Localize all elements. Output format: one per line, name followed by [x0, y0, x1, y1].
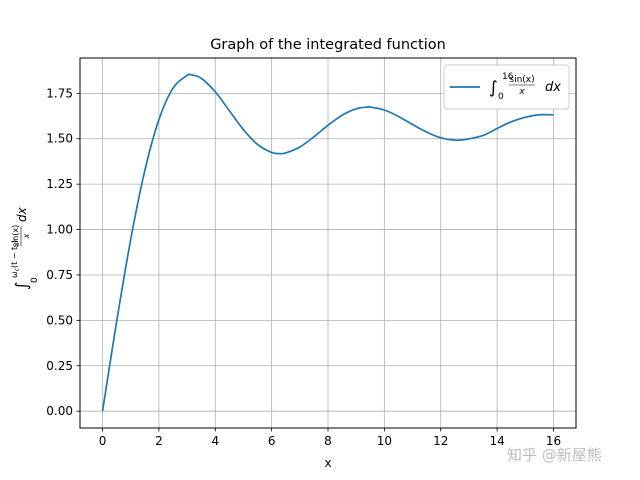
- x-tick-label: 0: [99, 434, 107, 448]
- svg-text:sin(x): sin(x): [11, 225, 20, 247]
- svg-text:dx: dx: [545, 80, 561, 95]
- series-line: [101, 73, 554, 412]
- y-tick-label: 0.75: [46, 268, 73, 282]
- plot-frame: [79, 57, 577, 429]
- ticks: 0 2 4 6 8 10 12 14 16 0.00 0.25 0.50 0.75 1.00 1.25 1.5…: [46, 86, 561, 448]
- x-axis-label: x: [324, 456, 331, 470]
- svg-text:0: 0: [498, 92, 504, 102]
- grid: [80, 58, 576, 428]
- svg-text:sin(x): sin(x): [509, 75, 534, 85]
- x-tick-label: 8: [324, 434, 332, 448]
- y-tick-label: 1.50: [46, 132, 73, 146]
- x-tick-label: 12: [433, 434, 448, 448]
- svg-text:x: x: [22, 233, 31, 239]
- svg-text:ωc(t − td): ωc(t − td): [10, 240, 21, 278]
- x-tick-label: 6: [268, 434, 276, 448]
- x-tick-label: 16: [546, 434, 561, 448]
- svg-text:x: x: [518, 87, 525, 97]
- x-tick-label: 2: [155, 434, 163, 448]
- y-tick-label: 1.00: [46, 223, 73, 237]
- y-tick-label: 0.25: [46, 359, 73, 373]
- x-tick-label: 14: [489, 434, 504, 448]
- svg-text:∫: ∫: [12, 282, 31, 290]
- legend-box: [443, 64, 570, 110]
- x-tick-label: 10: [377, 434, 392, 448]
- legend: ∫ 0 16 sin(x) x dx: [443, 64, 570, 110]
- chart-title: Graph of the integrated function: [210, 37, 446, 53]
- y-tick-label: 1.75: [46, 86, 73, 100]
- watermark: 知乎 @新屋熊: [507, 446, 602, 464]
- x-tick-label: 4: [211, 434, 219, 448]
- svg-text:0: 0: [30, 277, 40, 283]
- y-axis-label: ∫ 0 ωc(t − td) sin(x) x dx: [10, 206, 40, 290]
- y-tick-label: 0.50: [46, 313, 73, 327]
- svg-text:dx: dx: [15, 206, 29, 222]
- svg-text:∫: ∫: [489, 78, 498, 98]
- legend-label: ∫ 0 16 sin(x) x dx: [489, 72, 561, 102]
- y-tick-label: 1.25: [46, 177, 73, 191]
- y-tick-label: 0.00: [46, 404, 73, 418]
- svg-text:16: 16: [502, 72, 514, 82]
